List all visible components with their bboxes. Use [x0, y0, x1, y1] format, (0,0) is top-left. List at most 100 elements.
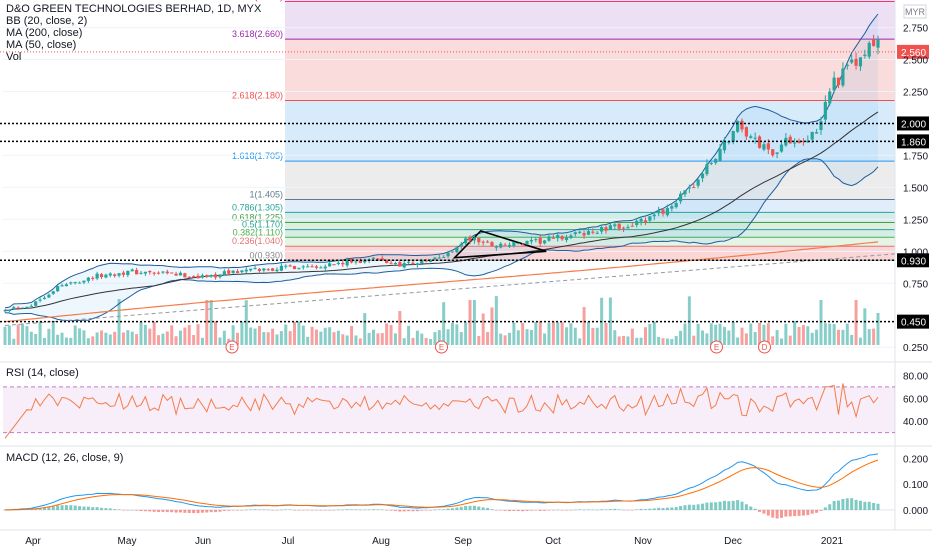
candle-body	[126, 270, 130, 276]
volume-bar	[152, 321, 156, 345]
macd-histogram-bar	[165, 509, 169, 513]
candle-body	[472, 238, 477, 241]
candle-body	[810, 131, 814, 140]
volume-bar	[801, 325, 805, 345]
macd-histogram-bar	[525, 509, 529, 511]
candle-body	[608, 225, 612, 230]
macd-histogram-bar	[608, 509, 612, 510]
volume-bar	[578, 338, 582, 345]
indicator-layer	[3, 13, 896, 519]
volume-bar	[529, 329, 533, 345]
legend-bb[interactable]: BB (20, close, 2)	[6, 15, 88, 27]
volume-bar	[393, 333, 397, 345]
volume-bar	[336, 330, 340, 345]
legend-ma200[interactable]: MA (200, close)	[6, 27, 83, 39]
candle-body	[468, 237, 472, 241]
candle-body	[766, 143, 770, 150]
macd-histogram-bar	[367, 509, 371, 511]
candle-body	[288, 265, 292, 267]
candle-body	[200, 275, 205, 278]
earnings-marker	[758, 340, 772, 354]
volume-bar	[477, 336, 481, 345]
macd-histogram-bar	[679, 506, 683, 510]
volume-bar	[34, 333, 38, 345]
macd-histogram-bar	[420, 509, 424, 511]
macd-histogram-bar	[266, 509, 270, 511]
macd-histogram-bar	[876, 503, 880, 510]
macd-histogram-bar	[626, 509, 630, 511]
volume-bar	[784, 323, 788, 345]
fib-label: 4.236(2.955)	[232, 0, 283, 1]
volume-bar	[222, 330, 226, 345]
macd-histogram-bar	[758, 509, 762, 512]
volume-bar	[617, 336, 621, 345]
macd-histogram-bar	[328, 509, 332, 511]
volume-bar	[51, 321, 55, 345]
candle-body	[25, 306, 29, 308]
volume-bar	[433, 332, 437, 345]
volume-bar	[472, 300, 476, 345]
macd-histogram-bar	[139, 509, 143, 512]
macd-histogram-bar	[872, 503, 876, 510]
earnings-marker-label: D	[762, 343, 768, 352]
candle-body	[494, 246, 498, 248]
macd-histogram-bar	[788, 509, 792, 517]
macd-title[interactable]: MACD (12, 26, close, 9)	[6, 452, 124, 464]
macd-histogram-bar	[547, 509, 551, 511]
candle-body	[753, 137, 757, 139]
candle-body	[828, 91, 832, 104]
macd-histogram-bar	[117, 509, 121, 510]
volume-bar	[56, 334, 60, 345]
volume-bar	[341, 334, 345, 345]
macd-histogram-bar	[231, 509, 235, 511]
macd-histogram-bar	[56, 505, 60, 510]
candle-body	[51, 291, 55, 294]
candle-body	[573, 232, 577, 235]
candle-body	[60, 285, 64, 287]
candle-body	[174, 273, 178, 276]
candle-body	[64, 284, 69, 287]
legend-vol[interactable]: Vol	[6, 51, 22, 63]
candle-body	[398, 261, 402, 267]
macd-histogram-bar	[170, 509, 174, 513]
candle-body	[718, 149, 722, 161]
volume-bar	[775, 330, 779, 345]
volume-bar	[257, 325, 261, 345]
candle-body	[310, 266, 314, 268]
volume-bar	[771, 336, 775, 345]
volume-bar	[828, 323, 832, 345]
legend-ma50[interactable]: MA (50, close)	[6, 39, 77, 51]
macd-histogram-bar	[385, 509, 389, 511]
candle-body	[630, 225, 634, 227]
macd-histogram-bar	[161, 509, 165, 512]
candle-body	[779, 144, 784, 152]
volume-bar	[613, 330, 617, 345]
volume-bar	[512, 322, 516, 345]
candle-body	[156, 272, 161, 274]
macd-histogram-bar	[806, 509, 810, 516]
candle-body	[135, 269, 139, 275]
macd-histogram-bar	[665, 507, 669, 510]
earnings-marker	[435, 340, 448, 354]
candle-body	[196, 275, 200, 279]
candle-body	[99, 274, 104, 278]
fib-label: 0(0.930)	[249, 250, 283, 260]
rsi-title[interactable]: RSI (14, close)	[6, 367, 79, 379]
macd-histogram-bar	[613, 508, 617, 510]
price-axis-tick: 1.000	[903, 247, 928, 258]
candle-body	[665, 208, 670, 216]
macd-histogram-bar	[630, 509, 634, 511]
level-tag	[897, 253, 929, 268]
candle-body	[600, 227, 604, 232]
macd-histogram-bar	[205, 509, 209, 513]
candle-body	[345, 259, 349, 266]
volume-bar	[788, 335, 792, 345]
volume-bar	[135, 334, 139, 345]
volume-bar	[727, 330, 731, 345]
candle-body	[301, 266, 305, 268]
fib-label: 0.618(1.225)	[232, 213, 283, 223]
volume-bar	[525, 329, 529, 345]
macd-histogram-bar	[64, 505, 68, 510]
